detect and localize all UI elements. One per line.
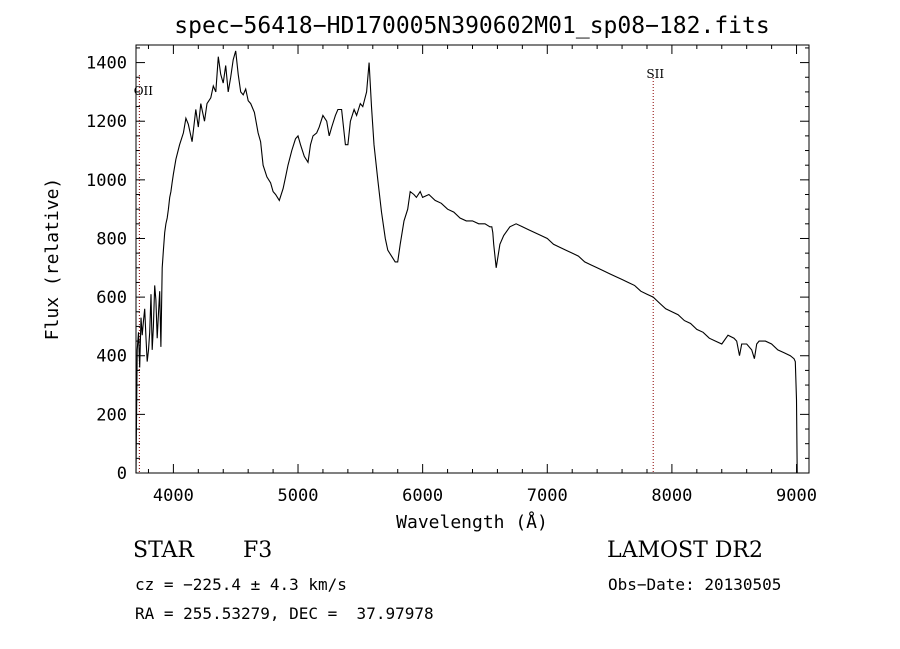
- redshift-text: cz = −225.4 ± 4.3 km/s: [135, 575, 347, 594]
- x-tick-label: 5000: [278, 486, 319, 506]
- x-tick-label: 4000: [153, 486, 194, 506]
- line-annotations: OII SII: [134, 67, 664, 473]
- survey-name: LAMOST DR2: [607, 538, 763, 563]
- x-tick-label: 8000: [651, 486, 692, 506]
- coordinates-text: RA = 255.53279, DEC = 37.97978: [135, 604, 434, 623]
- x-axis-label: Wavelength (Å): [396, 511, 548, 533]
- y-axis-label: Flux (relative): [42, 178, 63, 341]
- annotation-label: SII: [646, 67, 664, 81]
- y-tick-label: 0: [117, 464, 127, 484]
- annotation-label: OII: [134, 84, 154, 98]
- y-tick-label: 600: [96, 288, 127, 308]
- spectrum-series-line: [135, 50, 798, 474]
- y-tick-label: 1400: [86, 54, 127, 74]
- obs-date-text: Obs−Date: 20130505: [608, 575, 782, 594]
- y-tick-label: 400: [96, 347, 127, 367]
- axis-ticks: [136, 45, 809, 474]
- plot-frame: [135, 44, 810, 474]
- axis-tick-labels: 4000 5000 6000 7000 8000 9000 0 200 400 600 800 100…: [86, 54, 817, 506]
- object-class: STAR: [133, 538, 194, 563]
- y-tick-label: 1000: [86, 171, 127, 191]
- y-tick-label: 1200: [86, 112, 127, 132]
- x-tick-label: 6000: [402, 486, 443, 506]
- y-tick-label: 800: [96, 229, 127, 249]
- y-tick-label: 200: [96, 405, 127, 425]
- object-subclass: F3: [243, 538, 273, 563]
- x-tick-label: 7000: [527, 486, 568, 506]
- x-tick-label: 9000: [776, 486, 817, 506]
- chart-title: spec−56418−HD170005N390602M01_sp08−182.f…: [174, 13, 769, 39]
